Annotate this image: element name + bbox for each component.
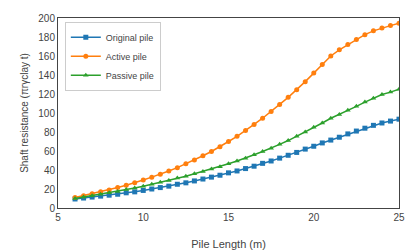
- svg-text:120: 120: [38, 89, 55, 100]
- svg-text:Shaft resistance (πrγclay t): Shaft resistance (πrγclay t): [19, 53, 30, 173]
- svg-text:80: 80: [44, 127, 56, 138]
- svg-text:100: 100: [38, 108, 55, 119]
- svg-text:140: 140: [38, 70, 55, 81]
- svg-text:0: 0: [49, 203, 55, 214]
- svg-text:5: 5: [55, 212, 61, 223]
- svg-text:Pile Length (m): Pile Length (m): [191, 238, 266, 250]
- svg-text:Passive pile: Passive pile: [106, 71, 154, 81]
- svg-text:180: 180: [38, 32, 55, 43]
- svg-text:Active pile: Active pile: [106, 52, 147, 62]
- svg-text:60: 60: [44, 146, 56, 157]
- svg-text:40: 40: [44, 165, 56, 176]
- svg-text:Original pile: Original pile: [106, 33, 154, 43]
- svg-text:20: 20: [44, 184, 56, 195]
- svg-text:15: 15: [223, 212, 235, 223]
- svg-text:200: 200: [38, 13, 55, 24]
- svg-text:10: 10: [138, 212, 150, 223]
- svg-text:25: 25: [393, 212, 405, 223]
- svg-text:160: 160: [38, 51, 55, 62]
- svg-text:20: 20: [308, 212, 320, 223]
